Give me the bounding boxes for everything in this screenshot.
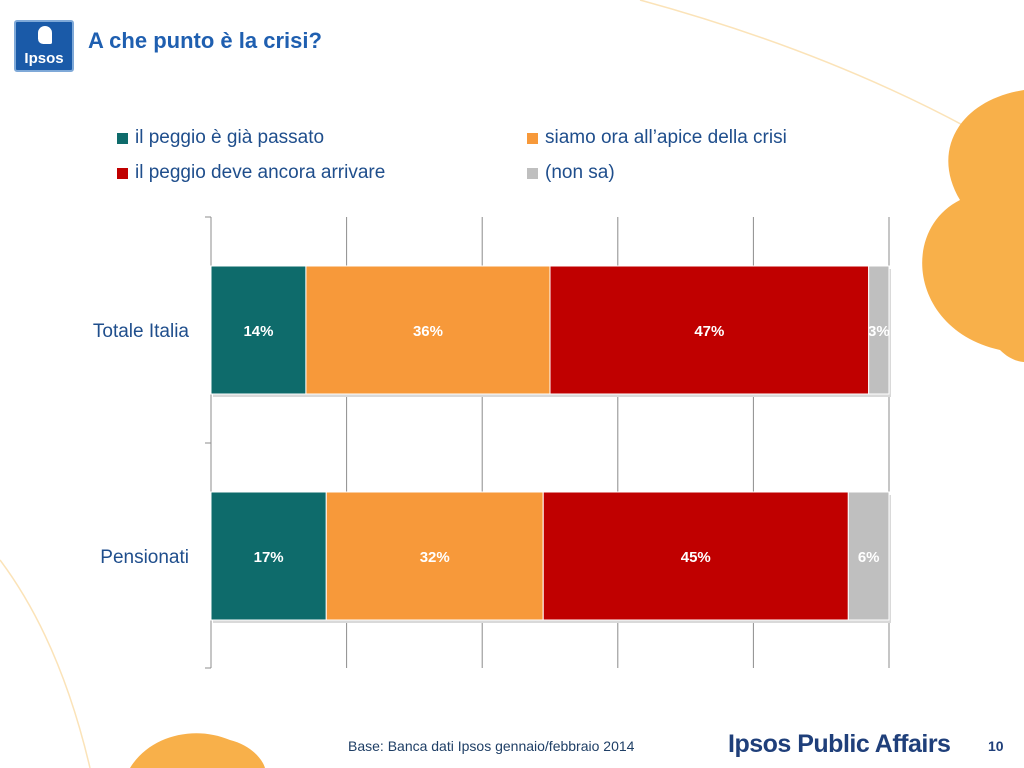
bar-segment bbox=[210, 265, 307, 395]
logo-text: Ipsos bbox=[24, 50, 64, 67]
legend-item-gia-passato: il peggio è già passato bbox=[117, 127, 324, 149]
legend-swatch bbox=[527, 167, 538, 179]
legend-item-apice: siamo ora all’apice della crisi bbox=[527, 127, 787, 149]
bar-segment bbox=[325, 491, 544, 621]
legend-swatch bbox=[117, 167, 128, 179]
bar-segment bbox=[542, 491, 849, 621]
bar-segment bbox=[847, 491, 890, 621]
legend-item-ancora-arrivare: il peggio deve ancora arrivare bbox=[117, 162, 385, 184]
legend-label: (non sa) bbox=[545, 162, 615, 183]
footer-base-note: Base: Banca dati Ipsos gennaio/febbraio … bbox=[348, 738, 635, 754]
ipsos-logo: Ipsos bbox=[14, 20, 74, 72]
data-label: 6% bbox=[858, 549, 880, 566]
category-label: Pensionati bbox=[100, 547, 189, 568]
legend-label: siamo ora all’apice della crisi bbox=[545, 127, 787, 148]
page-title: A che punto è la crisi? bbox=[88, 28, 322, 53]
data-label: 36% bbox=[413, 323, 443, 340]
data-label: 32% bbox=[420, 549, 450, 566]
data-label: 17% bbox=[254, 549, 284, 566]
legend-label: il peggio è già passato bbox=[135, 127, 325, 148]
data-label: 3% bbox=[868, 323, 890, 340]
bar-segment bbox=[868, 265, 890, 395]
data-label: 47% bbox=[694, 323, 724, 340]
logo-head-icon bbox=[38, 26, 52, 44]
legend-swatch bbox=[117, 132, 128, 144]
bar-segment bbox=[549, 265, 870, 395]
brand-name: Ipsos Public Affairs bbox=[728, 730, 951, 758]
data-label: 14% bbox=[243, 323, 273, 340]
data-label: 45% bbox=[681, 549, 711, 566]
legend-label: il peggio deve ancora arrivare bbox=[135, 162, 386, 183]
page-number: 10 bbox=[988, 738, 1004, 754]
bar-segment bbox=[210, 491, 327, 621]
category-label: Totale Italia bbox=[93, 321, 190, 342]
bar-segment bbox=[305, 265, 551, 395]
legend-item-non-sa: (non sa) bbox=[527, 162, 615, 184]
legend-swatch bbox=[527, 132, 538, 144]
